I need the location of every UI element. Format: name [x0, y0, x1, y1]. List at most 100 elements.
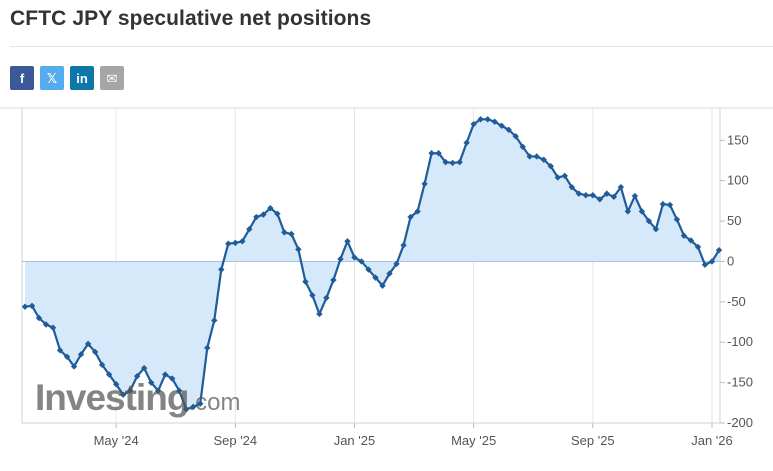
data-point[interactable] — [568, 183, 575, 191]
linkedin-icon: in — [76, 70, 88, 86]
data-point[interactable] — [449, 159, 456, 167]
data-point[interactable] — [21, 303, 29, 310]
data-point[interactable] — [288, 230, 295, 238]
data-point[interactable] — [147, 379, 155, 386]
data-point[interactable] — [63, 353, 71, 360]
data-point[interactable] — [323, 294, 330, 302]
data-point[interactable] — [105, 371, 113, 378]
data-point[interactable] — [232, 239, 239, 247]
email-button[interactable]: ✉ — [100, 66, 124, 90]
data-point[interactable] — [267, 204, 274, 212]
data-point[interactable] — [211, 317, 218, 324]
data-point[interactable] — [596, 196, 604, 203]
data-point[interactable] — [239, 238, 246, 245]
data-point[interactable] — [56, 347, 64, 354]
data-point[interactable] — [407, 213, 414, 221]
data-point[interactable] — [561, 172, 568, 180]
data-point[interactable] — [540, 156, 547, 163]
series-line — [24, 118, 720, 411]
data-point[interactable] — [379, 282, 386, 289]
data-point[interactable] — [526, 153, 533, 160]
data-point[interactable] — [225, 240, 232, 247]
data-point[interactable] — [253, 213, 260, 221]
data-point[interactable] — [140, 364, 148, 372]
data-point[interactable] — [638, 208, 646, 215]
data-point[interactable] — [70, 363, 78, 370]
data-point[interactable] — [512, 133, 519, 140]
data-point[interactable] — [463, 139, 470, 146]
data-point[interactable] — [659, 200, 667, 208]
facebook-button[interactable]: f — [10, 66, 34, 90]
y-tick-label: -200 — [727, 415, 753, 430]
data-point[interactable] — [295, 246, 302, 253]
data-point[interactable] — [197, 400, 204, 407]
data-point[interactable] — [35, 314, 43, 322]
data-point[interactable] — [582, 192, 590, 199]
data-point[interactable] — [498, 122, 505, 129]
data-point[interactable] — [673, 216, 681, 223]
data-point[interactable] — [694, 243, 702, 251]
data-point[interactable] — [652, 225, 660, 233]
data-point[interactable] — [183, 406, 190, 413]
data-point[interactable] — [715, 246, 723, 254]
y-tick-label: 150 — [727, 132, 749, 147]
data-point[interactable] — [708, 258, 716, 265]
data-point[interactable] — [386, 270, 393, 277]
data-point[interactable] — [176, 387, 183, 394]
data-point[interactable] — [98, 361, 106, 369]
data-point[interactable] — [484, 116, 491, 123]
data-point[interactable] — [169, 375, 176, 382]
data-point[interactable] — [119, 391, 127, 398]
data-point[interactable] — [505, 126, 512, 134]
data-point[interactable] — [49, 324, 57, 331]
data-point[interactable] — [666, 201, 674, 209]
data-point[interactable] — [435, 150, 442, 157]
data-point[interactable] — [589, 192, 597, 199]
data-point[interactable] — [218, 266, 225, 273]
data-point[interactable] — [84, 340, 92, 348]
data-point[interactable] — [687, 237, 695, 244]
title-divider — [10, 46, 773, 47]
data-point[interactable] — [302, 278, 309, 285]
data-point[interactable] — [316, 310, 323, 318]
data-point[interactable] — [133, 372, 141, 380]
data-point[interactable] — [162, 371, 169, 378]
data-point[interactable] — [358, 258, 365, 265]
data-point[interactable] — [126, 387, 134, 394]
data-point[interactable] — [365, 266, 372, 273]
data-point[interactable] — [154, 387, 162, 394]
data-point[interactable] — [246, 225, 253, 233]
linkedin-button[interactable]: in — [70, 66, 94, 90]
data-point[interactable] — [547, 162, 554, 170]
data-point[interactable] — [701, 261, 709, 268]
data-point[interactable] — [603, 190, 611, 197]
data-point[interactable] — [470, 120, 477, 128]
data-point[interactable] — [274, 210, 281, 218]
data-point[interactable] — [575, 190, 582, 197]
data-point[interactable] — [414, 208, 421, 215]
data-point[interactable] — [645, 217, 653, 225]
data-point[interactable] — [610, 193, 618, 201]
data-point[interactable] — [428, 150, 435, 157]
data-point[interactable] — [91, 348, 99, 356]
data-point[interactable] — [519, 143, 526, 150]
data-point[interactable] — [42, 321, 50, 328]
data-point[interactable] — [260, 211, 267, 218]
data-point[interactable] — [624, 208, 632, 215]
data-point[interactable] — [344, 238, 351, 245]
data-point[interactable] — [330, 276, 337, 284]
data-point[interactable] — [351, 254, 358, 261]
data-point[interactable] — [400, 242, 407, 249]
data-point[interactable] — [631, 192, 639, 200]
data-point[interactable] — [680, 232, 688, 239]
data-point[interactable] — [533, 153, 540, 160]
data-point[interactable] — [477, 116, 484, 123]
data-point[interactable] — [617, 183, 625, 191]
data-point[interactable] — [112, 381, 120, 388]
data-point[interactable] — [421, 180, 428, 188]
data-point[interactable] — [554, 174, 561, 181]
data-point[interactable] — [190, 403, 197, 411]
data-point[interactable] — [77, 351, 85, 358]
twitter-button[interactable]: 𝕏 — [40, 66, 64, 90]
